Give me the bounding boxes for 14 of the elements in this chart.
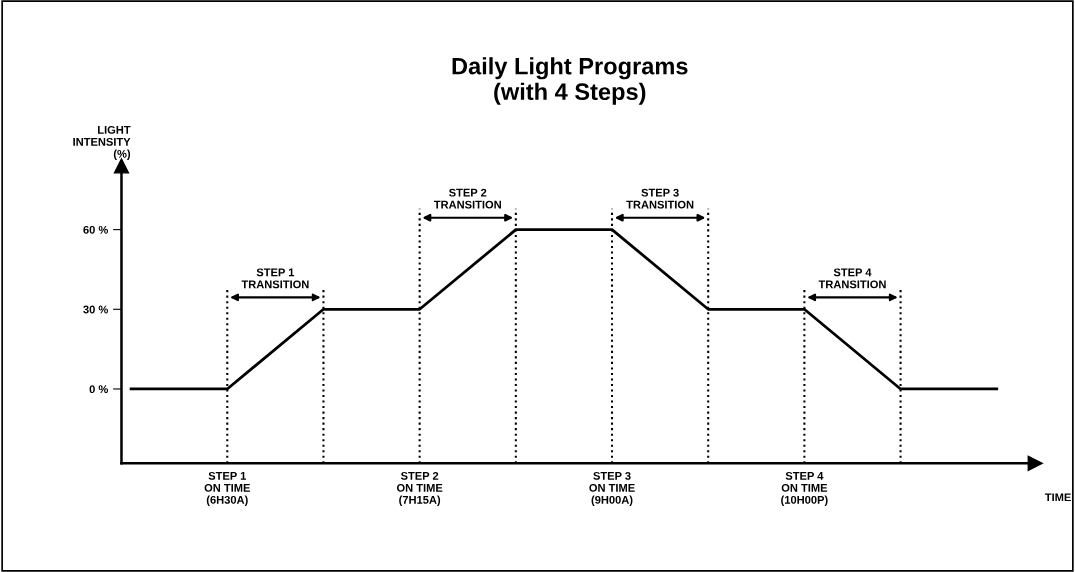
x-tick-label: STEP 3 ON TIME (9H00A)	[589, 471, 635, 506]
x-tick-label: STEP 4 ON TIME (10H00P)	[781, 471, 828, 506]
x-tick-label: STEP 1 ON TIME (6H30A)	[204, 471, 250, 506]
chart-title: Daily Light Programs (with 4 Steps)	[452, 57, 688, 105]
x-tick-label: STEP 2 ON TIME (7H15A)	[396, 471, 443, 506]
annotation: STEP 4 TRANSITION	[818, 268, 886, 289]
annotation: STEP 1 TRANSITION	[241, 268, 309, 289]
annotation: STEP 3 TRANSITION	[626, 188, 694, 209]
y-axis-title: LIGHT INTENSITY (%)	[73, 125, 131, 160]
y-tick-label: 0 %	[89, 385, 108, 394]
annotation: STEP 2 TRANSITION	[433, 188, 501, 209]
y-tick-label: 30 %	[83, 305, 108, 314]
x-axis-title: TIME	[1044, 493, 1071, 502]
y-tick-label: 60 %	[83, 225, 108, 234]
